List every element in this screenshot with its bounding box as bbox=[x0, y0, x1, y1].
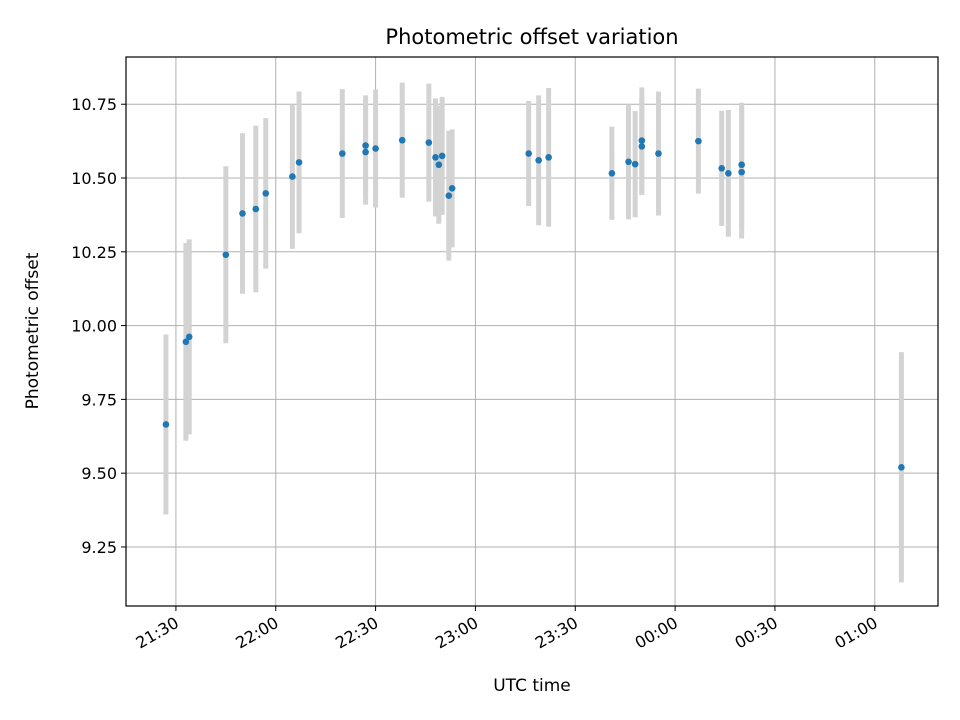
data-point bbox=[638, 143, 646, 150]
data-point bbox=[445, 192, 453, 200]
data-point bbox=[625, 158, 632, 166]
x-axis-label: UTC time bbox=[493, 676, 571, 696]
data-point bbox=[535, 157, 542, 164]
data-point bbox=[339, 150, 346, 157]
data-point bbox=[398, 136, 406, 144]
y-tick-label: 9.50 bbox=[81, 464, 117, 483]
data-point bbox=[239, 210, 246, 217]
data-point bbox=[545, 154, 552, 161]
y-tick-label: 10.25 bbox=[71, 243, 117, 262]
y-tick-label: 10.50 bbox=[71, 169, 117, 188]
data-point bbox=[262, 190, 270, 197]
data-point bbox=[185, 333, 193, 341]
chart-title: Photometric offset variation bbox=[385, 25, 678, 49]
data-point bbox=[718, 164, 725, 172]
data-point bbox=[655, 150, 662, 157]
data-point bbox=[725, 169, 732, 177]
plot-frame bbox=[125, 56, 939, 607]
data-point bbox=[435, 161, 443, 169]
data-point bbox=[162, 421, 170, 428]
data-point bbox=[425, 139, 433, 146]
y-tick-label: 9.25 bbox=[81, 538, 117, 557]
data-point bbox=[695, 137, 702, 145]
data-point bbox=[738, 168, 745, 176]
data-point bbox=[448, 185, 456, 192]
data-point bbox=[362, 148, 369, 156]
y-axis-label: Photometric offset bbox=[23, 252, 43, 409]
data-point bbox=[631, 160, 639, 168]
data-point bbox=[608, 169, 616, 177]
data-point bbox=[252, 205, 260, 213]
data-point bbox=[289, 173, 296, 180]
data-point bbox=[638, 137, 646, 144]
data-point bbox=[432, 154, 439, 161]
data-point bbox=[525, 150, 532, 157]
data-point bbox=[362, 142, 369, 149]
data-point bbox=[295, 159, 303, 166]
grid-layer bbox=[126, 57, 938, 606]
y-tick-label: 10.75 bbox=[71, 95, 117, 114]
data-point bbox=[372, 145, 379, 152]
y-tick-label: 10.00 bbox=[71, 317, 117, 336]
y-tick-label: 9.75 bbox=[81, 390, 117, 409]
data-point bbox=[898, 463, 905, 471]
data-point bbox=[182, 338, 190, 346]
point-layer bbox=[162, 136, 905, 471]
data-point bbox=[738, 161, 745, 169]
data-point bbox=[222, 251, 230, 259]
y-tick-layer: 9.25 9.50 9.75 10.00 10.25 10.50 10.75 bbox=[71, 95, 126, 557]
data-point bbox=[438, 152, 446, 160]
